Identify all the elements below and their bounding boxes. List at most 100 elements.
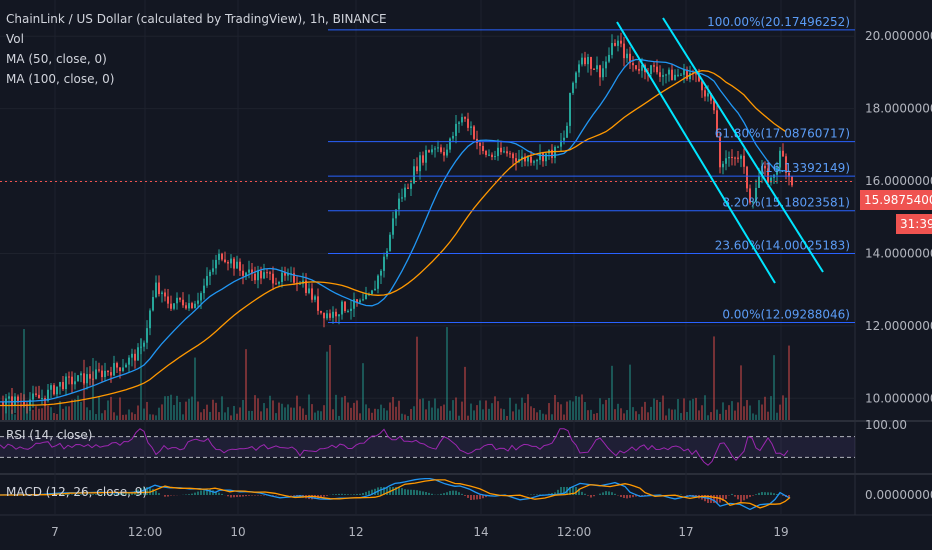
volume-bar: [383, 408, 385, 420]
volume-bar: [32, 409, 34, 420]
macd-histogram-bar: [641, 495, 643, 496]
volume-bar: [689, 400, 691, 420]
volume-bar: [131, 412, 133, 420]
volume-bar: [68, 406, 70, 420]
macd-tick-label: 0.00000000: [865, 488, 932, 502]
volume-bar: [575, 396, 577, 420]
candle: [542, 153, 544, 162]
volume-bar: [179, 402, 181, 420]
candle: [683, 69, 685, 75]
macd-histogram-bar: [227, 495, 229, 497]
macd-histogram-bar: [380, 487, 382, 495]
macd-histogram-bar: [212, 490, 214, 495]
macd-histogram-bar: [623, 495, 625, 498]
macd-histogram-bar: [413, 489, 415, 495]
candle: [614, 43, 616, 46]
volume-bar: [335, 394, 337, 420]
candle: [452, 135, 454, 139]
volume-bar: [248, 410, 250, 420]
volume-bar: [728, 405, 730, 420]
candle: [317, 296, 319, 311]
volume-bar: [71, 399, 73, 420]
macd-histogram-bar: [467, 495, 469, 498]
volume-bar: [608, 398, 610, 420]
volume-bar: [311, 404, 313, 420]
macd-histogram-bar: [557, 489, 559, 495]
candle: [236, 261, 238, 269]
volume-bar: [353, 402, 355, 420]
volume-bar: [455, 397, 457, 420]
candle: [734, 157, 736, 159]
candle: [749, 188, 751, 203]
macd-histogram-bar: [92, 494, 94, 495]
candle: [371, 290, 373, 295]
macd-histogram-bar: [350, 494, 352, 495]
candle: [497, 147, 499, 157]
volume-bar: [212, 399, 214, 420]
macd-histogram-bar: [572, 487, 574, 495]
candle: [119, 367, 121, 372]
volume-bar: [299, 406, 301, 420]
macd-histogram-bar: [371, 489, 373, 495]
candle: [311, 288, 313, 300]
volume-bar: [428, 400, 430, 420]
volume-bar: [524, 402, 526, 420]
macd-histogram-bar: [614, 493, 616, 495]
macd-histogram-bar: [743, 495, 745, 501]
candle: [620, 40, 622, 44]
macd-histogram-bar: [152, 488, 154, 495]
candle: [128, 357, 130, 365]
volume-bar: [230, 415, 232, 420]
volume-bar: [323, 405, 325, 420]
volume-bar: [305, 414, 307, 420]
macd-histogram-bar: [185, 494, 187, 495]
candle: [92, 378, 94, 380]
candle: [167, 296, 169, 304]
candle: [206, 276, 208, 286]
candle: [524, 156, 526, 162]
macd-histogram-bar: [200, 490, 202, 495]
candle: [584, 57, 586, 65]
volume-bar: [35, 406, 37, 420]
candle: [473, 126, 475, 139]
candle: [419, 155, 421, 172]
macd-histogram-bar: [386, 487, 388, 495]
volume-bar: [56, 414, 58, 420]
macd-histogram-bar: [425, 492, 427, 495]
candle: [521, 156, 523, 159]
candle: [737, 157, 739, 159]
volume-bar: [317, 410, 319, 420]
candle: [446, 149, 448, 156]
candle: [566, 125, 568, 138]
candle: [41, 398, 43, 400]
macd-histogram-bar: [476, 495, 478, 500]
macd-histogram-bar: [245, 495, 247, 497]
candle: [512, 153, 514, 159]
macd-histogram-bar: [734, 495, 736, 497]
candle: [95, 369, 97, 379]
candle: [326, 313, 328, 319]
volume-bar: [215, 402, 217, 420]
volume-bar: [623, 413, 625, 420]
volume-bar: [113, 412, 115, 420]
macd-histogram-bar: [254, 495, 256, 496]
macd-histogram-bar: [263, 495, 265, 496]
volume-bar: [206, 404, 208, 420]
macd-histogram-bar: [761, 492, 763, 495]
volume-bar: [593, 413, 595, 420]
macd-histogram-bar: [446, 492, 448, 495]
macd-histogram-bar: [71, 494, 73, 495]
volume-bar: [749, 405, 751, 420]
macd-histogram-bar: [443, 493, 445, 495]
candle: [80, 373, 82, 376]
candle: [560, 140, 562, 147]
macd-histogram-bar: [563, 487, 565, 495]
macd-histogram-bar: [203, 490, 205, 495]
volume-bar: [629, 364, 631, 420]
candle: [191, 303, 193, 309]
volume-bar: [542, 413, 544, 420]
volume-bar: [263, 403, 265, 420]
candle: [413, 166, 415, 184]
volume-bar: [134, 414, 136, 420]
